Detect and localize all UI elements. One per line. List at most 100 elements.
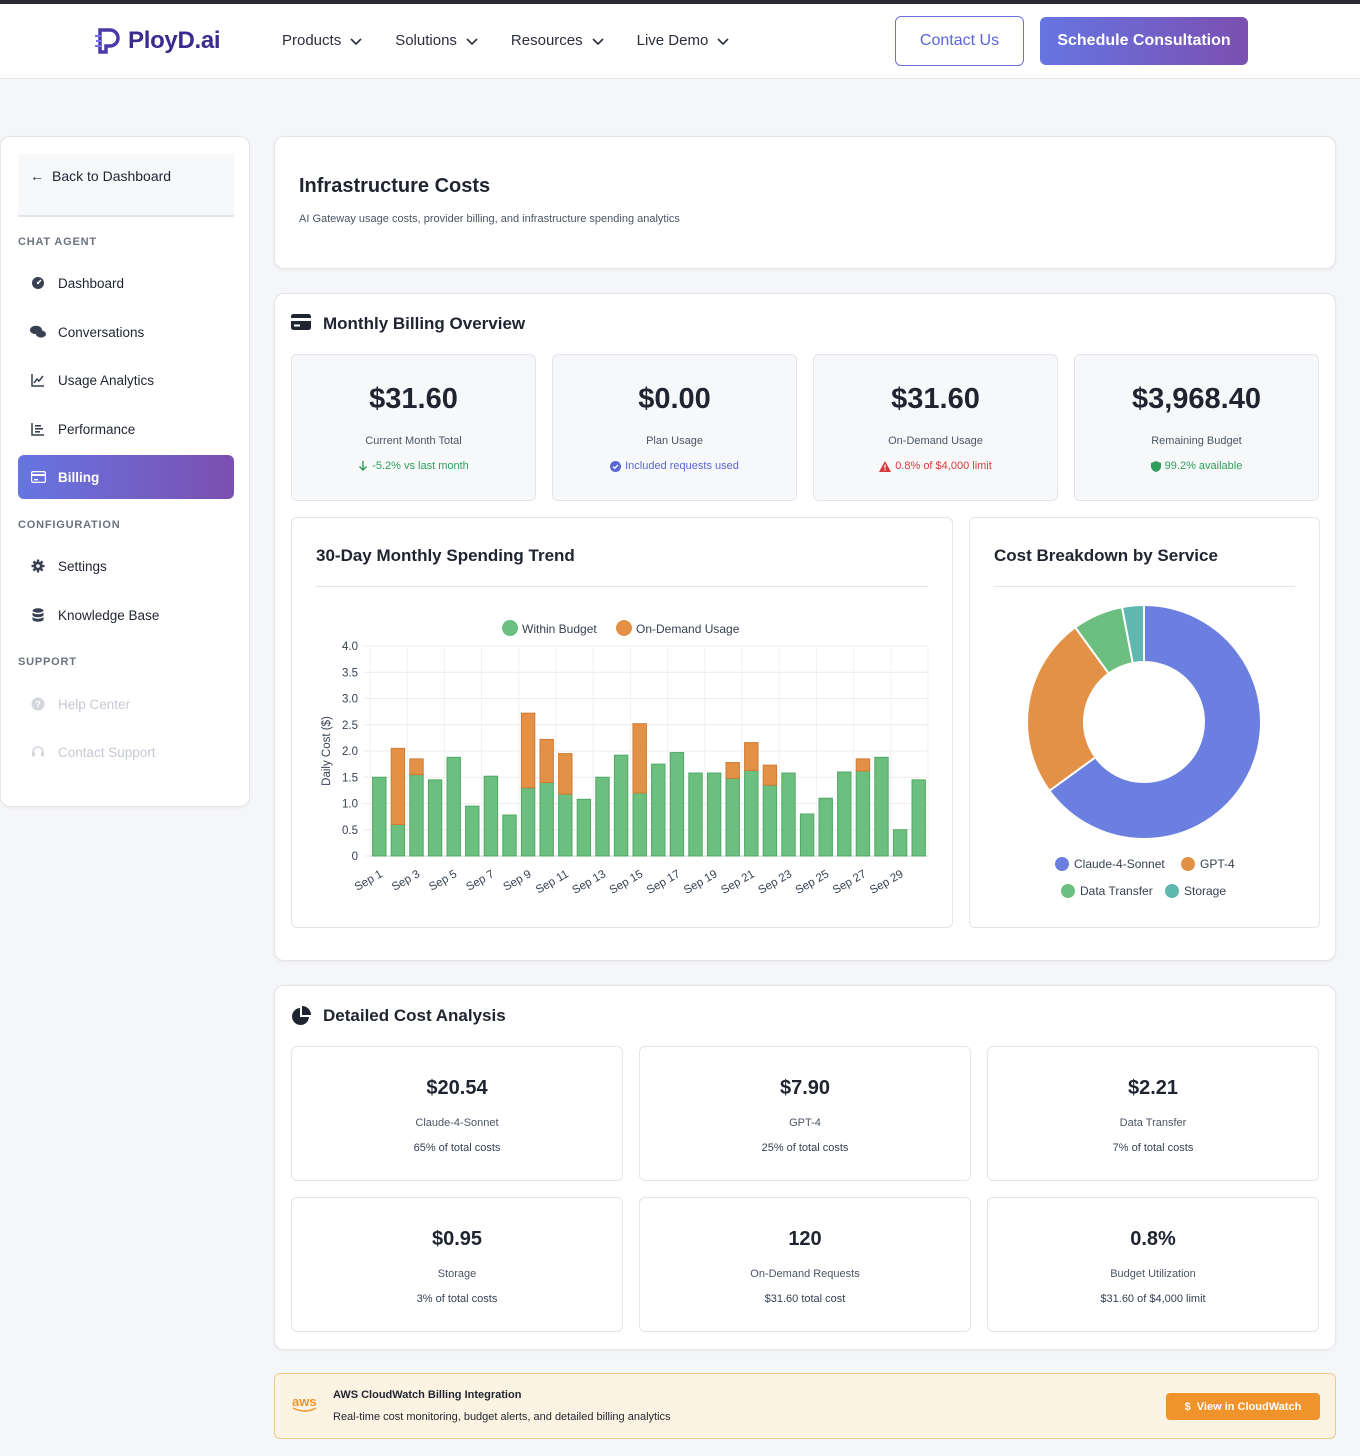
brand-logo[interactable]: PloyD.ai [94, 26, 221, 56]
stat-note-text: -5.2% vs last month [372, 460, 469, 472]
view-in-cloudwatch-button[interactable]: $ View in CloudWatch [1166, 1393, 1320, 1420]
x-tick-label: Sep 5 [427, 868, 459, 893]
legend-swatch [1165, 884, 1179, 898]
page-title: Infrastructure Costs [299, 175, 491, 197]
contact-us-button[interactable]: Contact Us [895, 16, 1024, 66]
section-label-support: SUPPORT [18, 656, 77, 668]
panel-title: Cost Breakdown by Service [994, 546, 1218, 565]
spending-trend-chart: Within Budget On-Demand Usage 4.0 3.5 3.0 2.5… [321, 620, 929, 897]
cost-card-storage: $0.95 Storage 3% of total costs [291, 1197, 623, 1332]
cost-card-gpt4: $7.90 GPT-4 25% of total costs [639, 1046, 971, 1181]
y-tick-label: 3.0 [342, 694, 358, 706]
cost-value: $20.54 [426, 1077, 488, 1099]
cost-sub: 65% of total costs [413, 1142, 501, 1154]
nav-live-demo[interactable]: Live Demo [637, 32, 731, 49]
page-header-card: Infrastructure Costs AI Gateway usage co… [274, 136, 1336, 269]
legend-swatch [616, 620, 632, 636]
sidebar-item-dashboard[interactable]: Dashboard [18, 261, 234, 305]
sidebar-item-label: Performance [58, 421, 136, 437]
stat-value: $31.60 [891, 383, 980, 415]
aws-logo: aws [292, 1394, 318, 1413]
arrow-down-icon [359, 461, 368, 471]
x-tick-label: Sep 15 [608, 868, 646, 897]
back-to-dashboard-link[interactable]: ← Back to Dashboard [18, 154, 234, 217]
stat-label: Plan Usage [646, 435, 703, 447]
x-tick-label: Sep 21 [719, 868, 757, 897]
bar-on-demand-usage-sep-21 [744, 742, 759, 771]
credit-card-icon [291, 314, 311, 334]
page-subtitle: AI Gateway usage costs, provider billing… [299, 213, 680, 225]
sidebar-item-label: Contact Support [58, 744, 156, 760]
ployd-logo-icon [95, 28, 120, 54]
cost-sub: 25% of total costs [761, 1142, 849, 1154]
stat-label: Current Month Total [365, 435, 462, 447]
y-tick-label: 1.5 [342, 772, 358, 784]
bar-within-budget-sep-15 [632, 792, 647, 857]
section-title-text: Monthly Billing Overview [323, 314, 526, 333]
legend-item: On-Demand Usage [616, 620, 740, 636]
chevron-down-icon [466, 37, 478, 45]
credit-card-icon [30, 469, 46, 485]
stat-card-current-month: $31.60 Current Month Total -5.2% vs last… [291, 354, 536, 501]
sidebar-item-knowledge-base[interactable]: Knowledge Base [18, 593, 234, 637]
y-tick-label: 4.0 [342, 641, 358, 653]
bar-within-budget-sep-9 [520, 787, 536, 857]
line-chart-icon [30, 372, 46, 388]
aws-cloudwatch-banner: aws AWS CloudWatch Billing Integration R… [274, 1373, 1336, 1439]
legend-item: Storage [1165, 884, 1226, 898]
bar-on-demand-usage-sep-27 [855, 758, 871, 772]
cost-value: $7.90 [779, 1077, 831, 1099]
cost-label: GPT-4 [789, 1117, 821, 1129]
sidebar-item-billing[interactable]: Billing [18, 455, 234, 499]
nav-solutions[interactable]: Solutions [395, 32, 479, 49]
legend-label: Within Budget [522, 622, 597, 636]
bar-within-budget-sep-3 [409, 774, 424, 857]
bar-within-budget-sep-16 [651, 763, 666, 857]
bar-within-budget-sep-28 [874, 756, 889, 857]
y-axis-label: Daily Cost ($) [321, 716, 333, 786]
stat-value: $3,968.40 [1131, 383, 1261, 415]
bar-within-budget-sep-24 [799, 813, 815, 857]
sidebar-item-usage-analytics[interactable]: Usage Analytics [18, 358, 234, 402]
bar-within-budget-sep-10 [539, 782, 554, 857]
legend-label: Storage [1184, 884, 1226, 898]
sidebar-item-settings[interactable]: Settings [18, 544, 234, 588]
sidebar-item-performance[interactable]: Performance [18, 407, 234, 451]
aws-banner-title: AWS CloudWatch Billing Integration [333, 1389, 522, 1401]
sidebar-item-label: Usage Analytics [58, 372, 155, 388]
cost-sub: 3% of total costs [416, 1293, 498, 1305]
divider [316, 586, 928, 587]
bar-on-demand-usage-sep-11 [558, 753, 573, 795]
stat-value: $31.60 [369, 383, 458, 415]
aws-smile-icon [292, 1407, 317, 1412]
cost-breakdown-panel: Cost Breakdown by Service Claude-4-Sonne… [969, 517, 1320, 928]
stat-note-text: 99.2% available [1164, 460, 1243, 472]
cost-value: $2.21 [1127, 1077, 1179, 1099]
bar-within-budget-sep-7 [483, 775, 499, 857]
nav-resources[interactable]: Resources [511, 32, 605, 49]
aws-logo-text: aws [292, 1394, 317, 1409]
cost-label: Budget Utilization [1110, 1268, 1196, 1280]
cost-value: 120 [788, 1228, 822, 1250]
chevron-down-icon [717, 37, 729, 45]
billing-overview-title: Monthly Billing Overview [291, 314, 525, 334]
nav-products[interactable]: Products [282, 32, 363, 49]
chevron-down-icon [350, 37, 362, 45]
stat-note-text: Included requests used [625, 460, 739, 472]
bar-within-budget-sep-12 [576, 798, 592, 857]
stat-note: 0.8% of $4,000 limit [814, 460, 1057, 472]
sidebar-item-label: Conversations [58, 324, 145, 340]
window-top-border [0, 0, 1360, 4]
sidebar-item-label: Knowledge Base [58, 607, 160, 623]
x-tick-label: Sep 1 [353, 868, 385, 893]
y-tick-label: 2.0 [342, 746, 358, 758]
x-tick-label: Sep 11 [534, 868, 571, 896]
stat-card-plan-usage: $0.00 Plan Usage Included requests used [552, 354, 797, 501]
sidebar-item-conversations[interactable]: Conversations [18, 310, 234, 354]
y-tick-label: 0.5 [342, 825, 358, 837]
schedule-consultation-button[interactable]: Schedule Consultation [1040, 17, 1248, 65]
bar-on-demand-usage-sep-2 [390, 747, 406, 825]
dollar-icon: $ [1184, 1400, 1191, 1413]
cost-card-budget-utilization: 0.8% Budget Utilization $31.60 of $4,000… [987, 1197, 1319, 1332]
stat-value: $0.00 [638, 383, 711, 415]
